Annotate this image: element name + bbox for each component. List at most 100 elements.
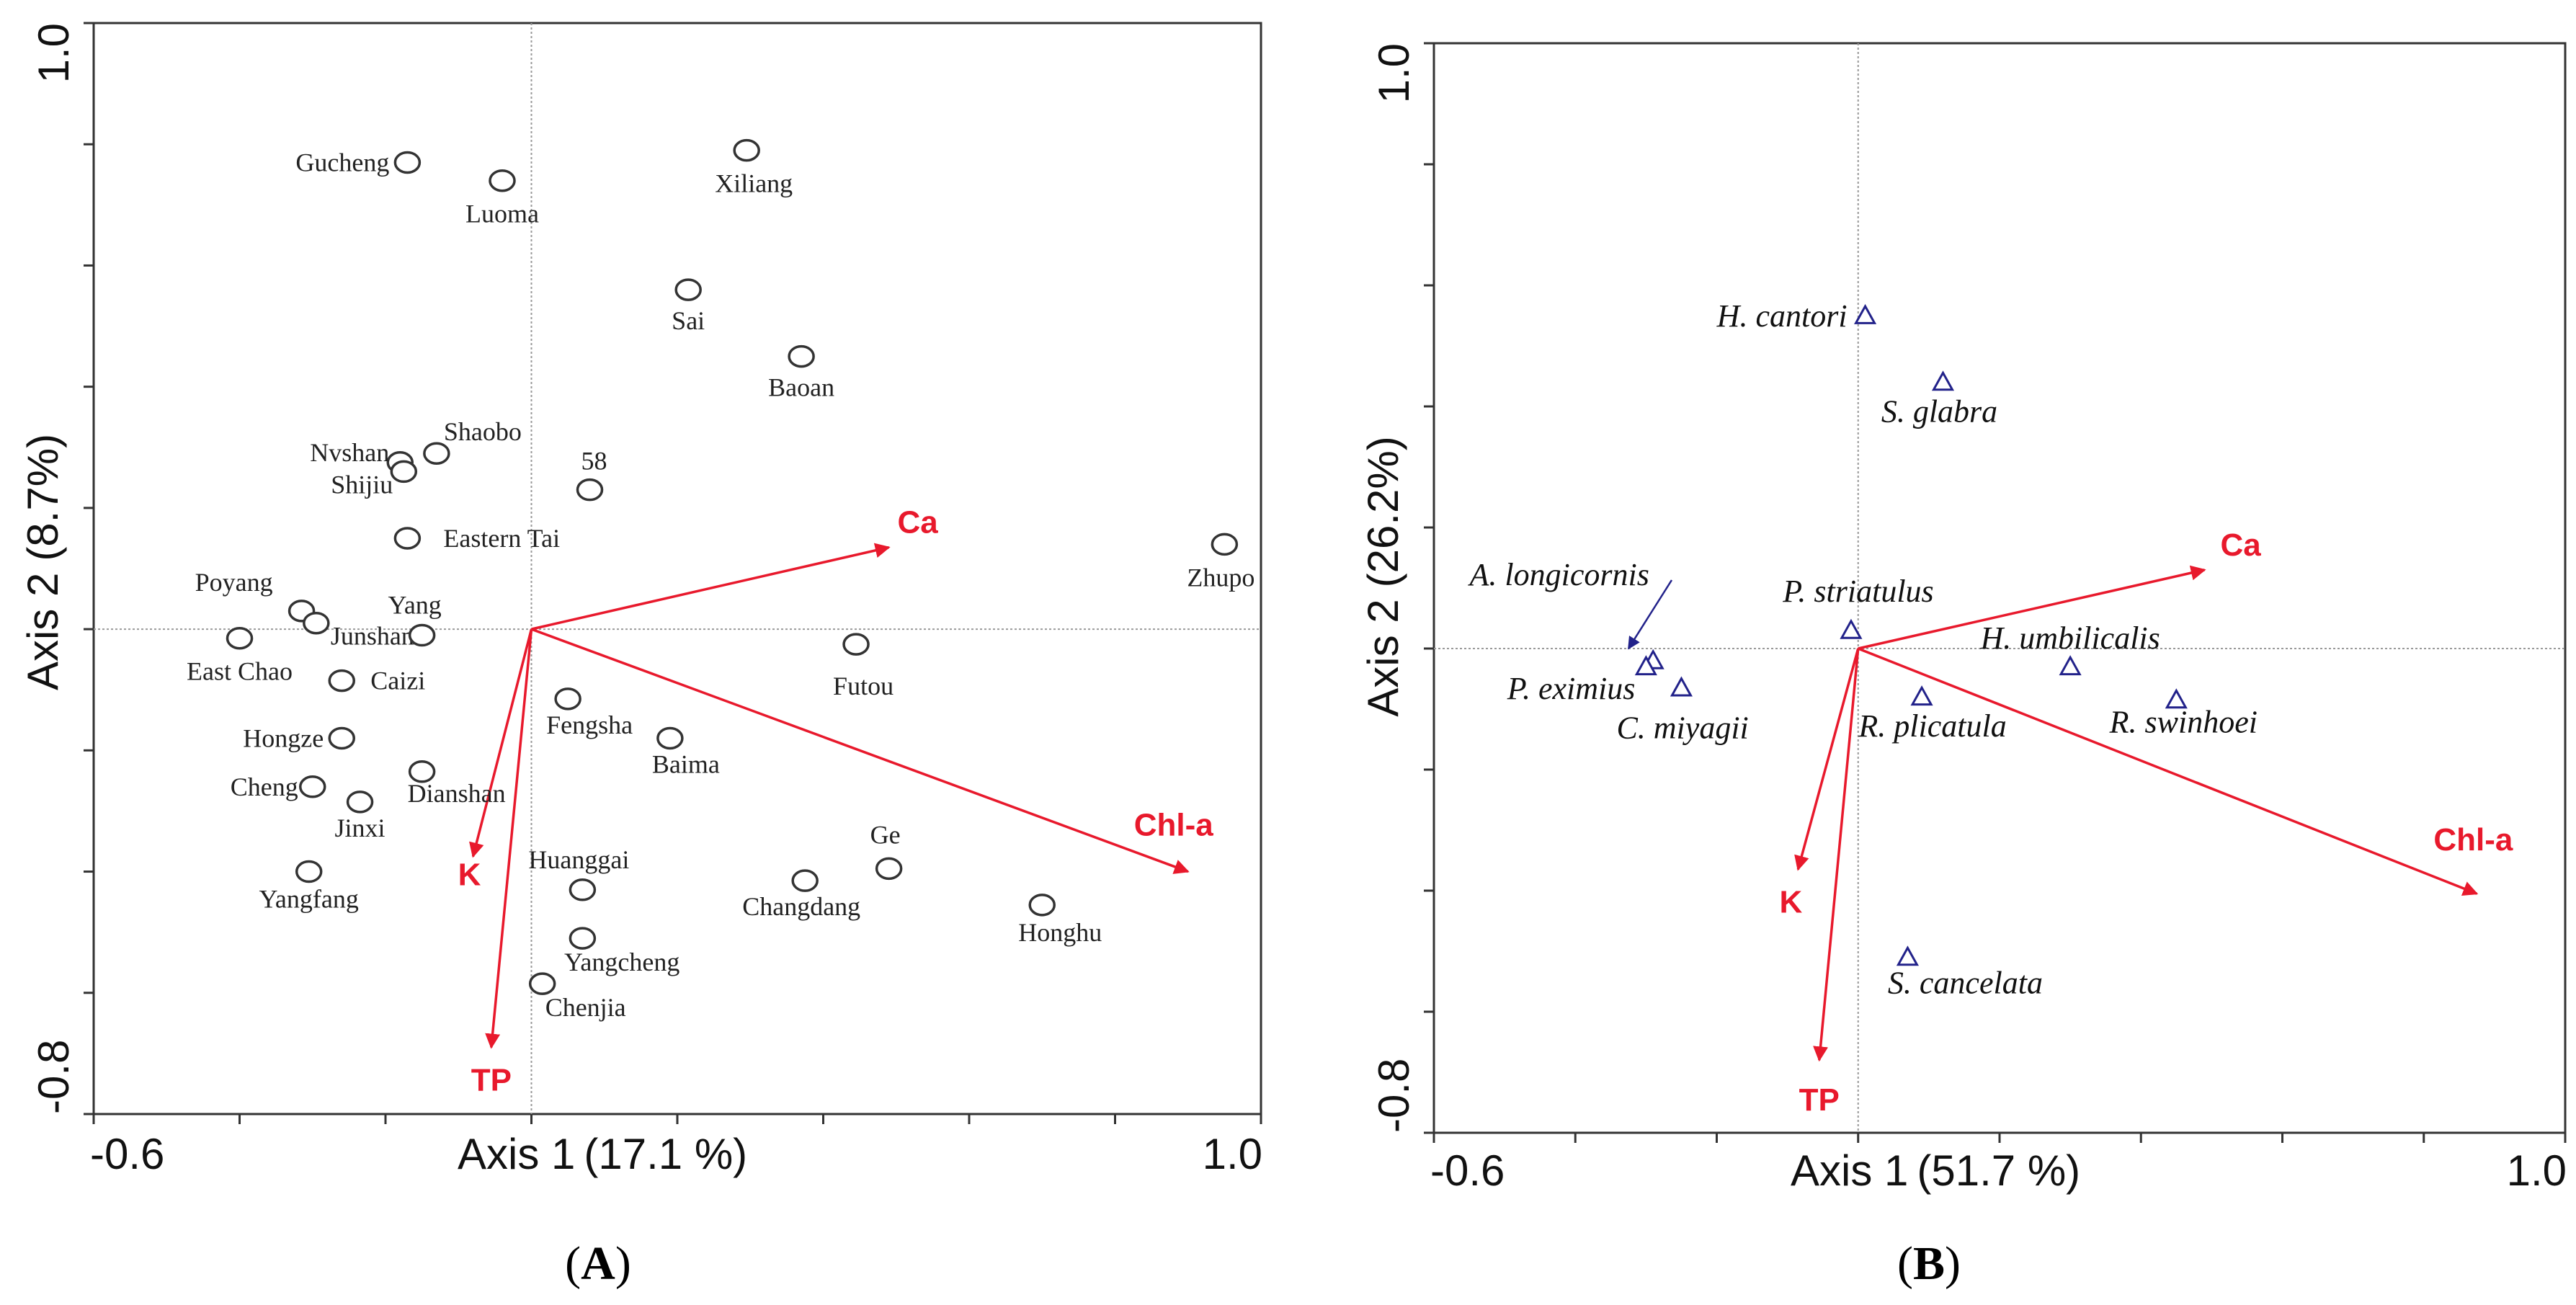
x-tick-max-label: 1.0 [1203, 1130, 1262, 1178]
site-point [875, 857, 903, 881]
vector-label-k: K [1779, 885, 1802, 920]
axis-ticks [84, 22, 1262, 1124]
site-point [489, 169, 516, 192]
vector-arrow-chl-a [1858, 647, 2479, 896]
species-point-label: R. swinhoei [2109, 704, 2258, 739]
vector-arrow-ca [531, 543, 891, 631]
site-point-label: Futou [833, 672, 893, 700]
axis-ticks [1424, 42, 2567, 1143]
species-point [1854, 303, 1877, 324]
site-point [733, 138, 760, 162]
site-point-label: Yangfang [259, 885, 359, 914]
site-point-label: Luoma [465, 200, 539, 228]
x-axis-title: Axis 1 (51.7 %) [1791, 1146, 2080, 1195]
caption-letter: B [1913, 1237, 1945, 1290]
y-axis-percent: (26.2%) [1359, 436, 1407, 587]
site-point-label: Huanggai [528, 845, 629, 874]
species-point-label: P. eximius [1507, 671, 1636, 706]
site-point-label: Ge [870, 820, 901, 849]
vector-label-chl-a: Chl-a [1134, 808, 1214, 843]
species-point-label: R. plicatula [1858, 708, 2006, 744]
site-point-label: Eastern Tai [443, 524, 560, 553]
site-point [842, 633, 870, 656]
vector-label-ca: Ca [2220, 527, 2261, 563]
site-point [295, 860, 323, 883]
x-tick-min-label: -0.6 [1430, 1146, 1505, 1195]
species-point [1634, 655, 1657, 676]
site-point [328, 669, 355, 692]
site-point-label: Zhupo [1187, 563, 1254, 592]
y-axis-name: Axis 2 [19, 573, 67, 690]
site-point [569, 878, 597, 901]
site-point [346, 790, 374, 814]
species-point [2059, 655, 2082, 676]
species-point [2165, 688, 2188, 709]
vector-arrow-tp [485, 628, 533, 1049]
site-point-label: Hongze [243, 724, 324, 753]
caption-letter: A [581, 1237, 615, 1290]
species-point-label: C. miyagii [1616, 711, 1748, 746]
site-point-label: Chenjia [545, 993, 626, 1022]
site-point-label: Dianshan [408, 779, 506, 808]
x-axis-percent: (17.1 %) [584, 1130, 747, 1178]
y-axis-name: Axis 2 [1359, 599, 1407, 716]
species-point-label: A. longicornis [1468, 557, 1649, 592]
y-tick-max-label: 1.0 [1370, 43, 1418, 103]
caption-close: ) [1945, 1237, 1961, 1290]
site-point-label: Baima [652, 750, 720, 779]
x-tick-min-label: -0.6 [90, 1130, 164, 1178]
site-point-label: Poyang [195, 568, 273, 597]
species-point [1896, 945, 1919, 966]
site-point-label: Fengsha [546, 711, 633, 739]
site-point [528, 972, 556, 995]
site-point-label: Yangcheng [564, 948, 679, 976]
panel-a: Ca Chl-a K TP Gucheng Luoma Xiliang Sai Baoan Nv… [19, 22, 1262, 1290]
site-point-label: Baoan [768, 373, 834, 402]
site-point [656, 726, 684, 750]
vector-label-tp: TP [471, 1062, 512, 1097]
vector-arrow-k [469, 628, 533, 858]
species-points: H. cantori S. glabra P. striatulus A. longi… [1468, 298, 2258, 1000]
species-point [1910, 685, 1933, 706]
site-point [1211, 533, 1239, 556]
x-axis-title: Axis 1 (17.1 %) [458, 1130, 747, 1178]
species-point-label: H. cantori [1716, 298, 1848, 334]
site-point-label: Cheng [231, 772, 298, 801]
site-point-label: Xiliang [715, 169, 793, 198]
site-point-label: 58 [581, 447, 607, 476]
site-point-label: Junshan [331, 622, 414, 651]
caption-open: ( [565, 1237, 581, 1290]
panel-b: Ca Chl-a K TP H. cantori S. glabra P. striatu… [1359, 42, 2567, 1290]
site-points: Gucheng Luoma Xiliang Sai Baoan Nvshan Shaobo S… [187, 138, 1254, 1022]
panel-caption-a: (A) [565, 1237, 631, 1290]
site-point-label: Shijiu [331, 470, 393, 499]
environmental-vectors: Ca Chl-a K TP [1779, 527, 2513, 1118]
species-point [1670, 676, 1693, 697]
site-point-label: Yang [388, 591, 441, 620]
vector-arrow-ca [1858, 565, 2206, 650]
site-point [393, 151, 422, 174]
species-point [1931, 370, 1955, 391]
site-point [226, 626, 254, 650]
environmental-vectors: Ca Chl-a K TP [458, 505, 1214, 1098]
vector-label-tp: TP [1799, 1082, 1840, 1118]
vector-label-k: K [458, 858, 481, 893]
site-point [1028, 894, 1056, 917]
site-point [303, 611, 330, 635]
site-point [576, 478, 604, 502]
site-point-label: Nvshan [310, 438, 389, 467]
y-axis-title: Axis 2 (8.7%) [19, 434, 67, 690]
y-tick-min-label: -0.8 [1370, 1059, 1418, 1133]
species-point-label: S. cancelata [1888, 965, 2043, 1000]
site-point-label: Caizi [370, 667, 425, 695]
site-point [791, 869, 819, 892]
species-pointer-arrow [1627, 579, 1673, 650]
site-point-label: Honghu [1018, 918, 1102, 947]
site-point [423, 442, 450, 465]
site-point [408, 623, 436, 647]
site-point [390, 460, 418, 484]
y-tick-min-label: -0.8 [30, 1040, 78, 1114]
site-point [569, 927, 597, 950]
species-point [1840, 618, 1863, 639]
